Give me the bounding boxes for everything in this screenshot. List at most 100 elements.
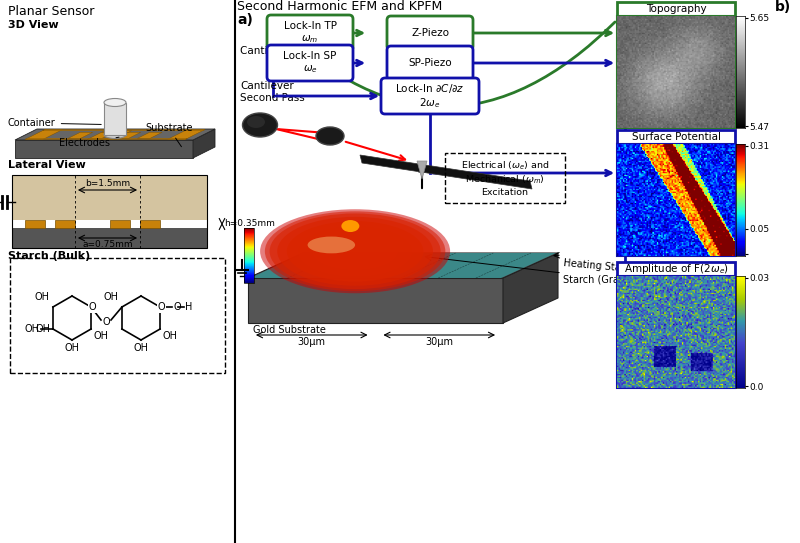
Bar [244,254,254,255]
FancyBboxPatch shape [267,45,353,81]
Text: Topography: Topography [646,4,706,14]
Bar [617,262,735,276]
Text: h=0.35mm: h=0.35mm [224,219,275,229]
Text: Cantilever
Second Pass: Cantilever Second Pass [240,81,305,103]
Bar [244,246,254,247]
Bar [244,247,254,248]
Polygon shape [68,132,93,138]
Bar [244,235,254,236]
Text: Electrodes: Electrodes [59,137,119,148]
Text: Cantilever First Pass: Cantilever First Pass [240,46,346,56]
Bar [244,251,254,252]
Text: Heating Stage: Heating Stage [563,258,634,274]
Polygon shape [15,129,215,140]
Bar [244,278,254,279]
Bar [244,272,254,273]
Text: SP-Piezo: SP-Piezo [408,58,452,68]
Bar [617,2,735,16]
Text: OH: OH [104,292,119,302]
Bar [244,256,254,257]
Polygon shape [25,130,62,140]
FancyBboxPatch shape [387,46,473,80]
Bar [244,281,254,282]
Text: O: O [88,302,96,312]
Text: OH: OH [162,331,177,341]
Ellipse shape [278,217,433,286]
Ellipse shape [270,213,441,289]
Ellipse shape [316,127,344,145]
Bar [244,273,254,274]
Ellipse shape [104,130,126,138]
Text: OH: OH [65,343,79,353]
Polygon shape [503,253,558,323]
Bar [244,266,254,267]
Polygon shape [42,130,205,131]
Bar [244,241,254,242]
Polygon shape [90,132,114,138]
Text: Lateral View: Lateral View [8,160,86,170]
Text: O: O [173,302,181,312]
Bar [445,153,565,203]
Bar [244,277,254,278]
Bar [244,262,254,263]
Bar [244,265,254,266]
Bar [244,258,254,259]
Polygon shape [138,132,162,138]
Bar [244,243,254,244]
Polygon shape [15,140,193,158]
Text: Surface Potential: Surface Potential [631,132,721,142]
Bar [244,249,254,250]
Polygon shape [102,131,132,132]
Bar [244,237,254,238]
Bar [244,228,254,283]
Bar [244,271,254,272]
Bar [244,255,254,256]
Ellipse shape [342,220,359,232]
Text: OH: OH [134,343,149,353]
Text: H: H [185,302,193,312]
Text: Lock-In SP
$\omega_e$: Lock-In SP $\omega_e$ [283,51,337,75]
Text: Amplitude of F(2$\omega_e$): Amplitude of F(2$\omega_e$) [623,262,729,276]
Bar [12,175,207,248]
Bar [244,268,254,269]
Text: Gold Substrate: Gold Substrate [253,325,326,335]
Bar [617,276,735,388]
Bar [140,220,160,228]
Text: a=0.75mm: a=0.75mm [82,240,133,249]
Polygon shape [167,130,205,140]
Polygon shape [248,253,558,278]
Text: OH: OH [93,331,108,341]
Text: OH: OH [35,292,50,302]
Bar [244,260,254,261]
Bar [244,230,254,231]
Bar [244,261,254,262]
Bar [244,270,254,271]
Polygon shape [193,129,215,158]
Ellipse shape [247,116,265,128]
Text: b): b) [775,0,791,14]
Bar [244,236,254,237]
Bar [244,259,254,260]
Bar [110,220,130,228]
Text: 30μm: 30μm [298,337,326,347]
Text: Z-Piezo: Z-Piezo [411,28,449,38]
Bar [10,258,225,373]
Bar [617,144,735,256]
Polygon shape [360,155,532,189]
FancyBboxPatch shape [381,78,479,114]
Text: Lock-In $\partial C/\partial z$
$2\omega_e$: Lock-In $\partial C/\partial z$ $2\omega… [395,81,465,110]
Text: 3D View: 3D View [8,20,58,30]
Text: Electrical ($\omega_e$) and
Mechanical ($\omega_m$)
Excitation: Electrical ($\omega_e$) and Mechanical (… [461,160,550,197]
Polygon shape [417,161,427,179]
Bar [617,16,735,128]
Text: Second Harmonic EFM and KPFM: Second Harmonic EFM and KPFM [237,0,442,13]
Bar [617,130,735,144]
Ellipse shape [312,232,398,270]
Bar [244,233,254,234]
Ellipse shape [286,221,423,281]
Bar [244,248,254,249]
Bar [244,279,254,280]
Ellipse shape [308,237,355,254]
Bar [244,244,254,245]
Bar [244,267,254,268]
